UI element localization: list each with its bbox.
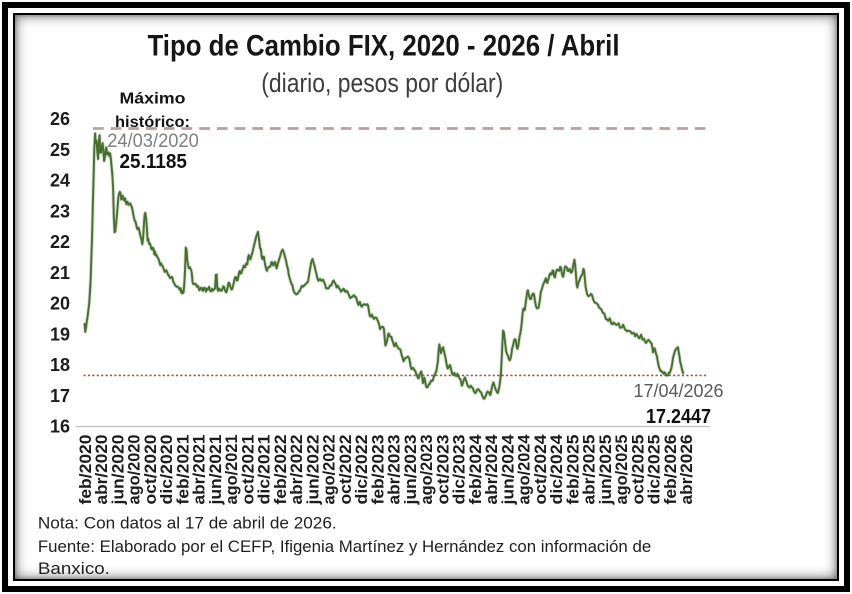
svg-text:24/03/2020: 24/03/2020 <box>107 131 199 152</box>
svg-text:feb/2020: feb/2020 <box>76 435 95 505</box>
svg-text:dic/2024: dic/2024 <box>547 434 566 505</box>
svg-text:Tipo de Cambio FIX, 2020 - 202: Tipo de Cambio FIX, 2020 - 2026 / Abril <box>148 30 620 63</box>
svg-text:ago/2024: ago/2024 <box>515 434 534 505</box>
svg-text:oct/2023: oct/2023 <box>433 435 452 505</box>
svg-text:ago/2021: ago/2021 <box>222 435 241 505</box>
svg-text:feb/2026: feb/2026 <box>661 435 680 505</box>
svg-text:feb/2025: feb/2025 <box>563 435 582 505</box>
svg-text:20: 20 <box>50 294 70 314</box>
svg-text:abr/2021: abr/2021 <box>190 435 209 505</box>
svg-text:26: 26 <box>50 109 70 129</box>
svg-text:Banxico.: Banxico. <box>38 559 110 578</box>
svg-text:jun/2024: jun/2024 <box>498 434 517 506</box>
svg-text:Nota: Con datos al 17 de abril: Nota: Con datos al 17 de abril de 2026. <box>38 514 337 533</box>
svg-text:feb/2024: feb/2024 <box>466 434 485 505</box>
svg-text:dic/2025: dic/2025 <box>645 435 664 505</box>
svg-text:jun/2020: jun/2020 <box>108 435 127 506</box>
svg-text:ago/2022: ago/2022 <box>320 435 339 505</box>
svg-text:jun/2025: jun/2025 <box>596 435 615 506</box>
svg-text:jun/2022: jun/2022 <box>303 435 322 506</box>
svg-text:dic/2020: dic/2020 <box>157 435 176 505</box>
svg-text:oct/2024: oct/2024 <box>531 434 550 505</box>
svg-text:18: 18 <box>50 355 70 375</box>
svg-text:(diario, pesos por dólar): (diario, pesos por dólar) <box>261 68 503 98</box>
svg-text:feb/2023: feb/2023 <box>368 435 387 505</box>
svg-text:24: 24 <box>50 171 70 191</box>
svg-text:feb/2021: feb/2021 <box>173 435 192 505</box>
svg-text:23: 23 <box>50 201 70 221</box>
svg-text:histórico:: histórico: <box>115 114 190 131</box>
svg-text:dic/2021: dic/2021 <box>255 435 274 505</box>
svg-text:16: 16 <box>50 417 70 437</box>
svg-text:Máximo: Máximo <box>120 91 186 108</box>
svg-text:25.1185: 25.1185 <box>120 151 187 173</box>
svg-text:25: 25 <box>50 140 70 160</box>
svg-text:ago/2025: ago/2025 <box>612 435 631 505</box>
svg-text:abr/2026: abr/2026 <box>677 435 696 505</box>
svg-text:17.2447: 17.2447 <box>646 406 711 428</box>
svg-text:feb/2022: feb/2022 <box>271 435 290 505</box>
svg-text:oct/2020: oct/2020 <box>141 435 160 505</box>
svg-text:abr/2022: abr/2022 <box>287 435 306 505</box>
svg-text:jun/2021: jun/2021 <box>206 435 225 506</box>
svg-text:oct/2022: oct/2022 <box>336 435 355 505</box>
svg-text:abr/2024: abr/2024 <box>482 434 501 505</box>
svg-text:ago/2023: ago/2023 <box>417 435 436 505</box>
svg-text:ago/2020: ago/2020 <box>125 435 144 505</box>
svg-text:oct/2025: oct/2025 <box>628 435 647 505</box>
svg-text:oct/2021: oct/2021 <box>238 435 257 505</box>
svg-text:17: 17 <box>50 386 70 406</box>
svg-text:22: 22 <box>50 232 70 252</box>
svg-text:dic/2023: dic/2023 <box>450 435 469 505</box>
svg-text:abr/2023: abr/2023 <box>385 435 404 505</box>
svg-text:Fuente: Elaborado por el CEFP,: Fuente: Elaborado por el CEFP, Ifigenia … <box>38 537 651 556</box>
svg-text:jun/2023: jun/2023 <box>401 435 420 506</box>
svg-text:dic/2022: dic/2022 <box>352 435 371 505</box>
svg-text:21: 21 <box>50 263 70 283</box>
svg-text:abr/2020: abr/2020 <box>92 435 111 505</box>
svg-text:abr/2025: abr/2025 <box>580 435 599 505</box>
svg-text:19: 19 <box>50 324 70 344</box>
svg-text:17/04/2026: 17/04/2026 <box>634 381 724 401</box>
